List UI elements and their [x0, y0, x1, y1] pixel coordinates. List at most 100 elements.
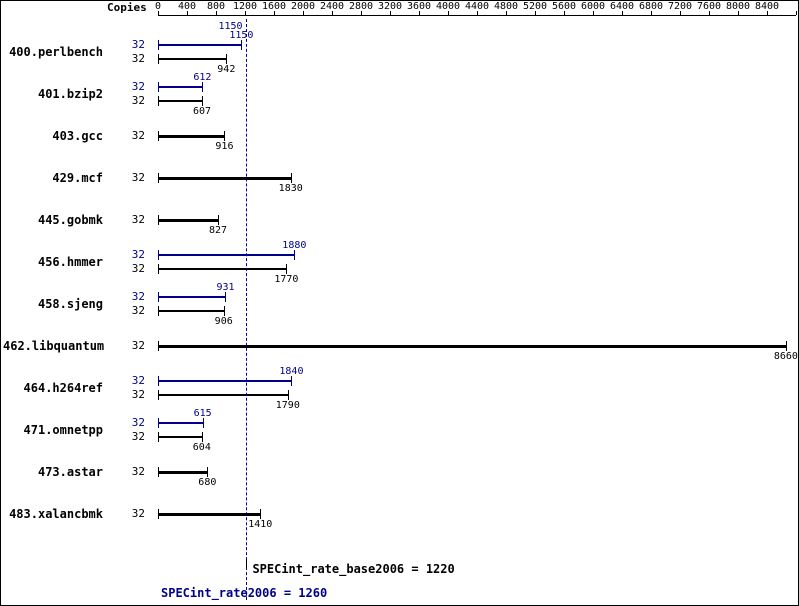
benchmark-name: 483.xalancbmk	[3, 507, 103, 521]
bar-base	[158, 268, 286, 270]
bar-cap-right	[207, 467, 208, 477]
x-tick-label: 0	[155, 1, 161, 12]
bar-base	[158, 135, 224, 138]
copies-base: 32	[125, 94, 145, 107]
benchmark-name: 464.h264ref	[3, 381, 103, 395]
x-tick-label: 1600	[262, 1, 286, 12]
bar-cap-right	[202, 82, 203, 92]
copies-header: Copies	[107, 1, 147, 14]
bar-cap-left	[158, 215, 159, 225]
copies-base: 32	[125, 430, 145, 443]
copies-base: 32	[125, 213, 145, 226]
bar-base	[158, 58, 226, 60]
x-tick-label: 5200	[523, 1, 547, 12]
value-peak: 1880	[282, 240, 306, 251]
bar-base	[158, 345, 786, 348]
value-base: 942	[217, 64, 235, 75]
bar-cap-left	[158, 264, 159, 274]
bar-base	[158, 177, 291, 180]
x-tick-label: 1200	[233, 1, 257, 12]
value-base: 604	[193, 442, 211, 453]
copies-base: 32	[125, 507, 145, 520]
bar-cap-left	[158, 54, 159, 64]
bar-cap-right	[225, 292, 226, 302]
bar-cap-left	[158, 418, 159, 428]
bar-cap-left	[158, 390, 159, 400]
bar-peak	[158, 422, 203, 424]
bar-peak	[158, 380, 291, 382]
bar-cap-left	[158, 341, 159, 351]
x-tick-label: 400	[178, 1, 196, 12]
value-base: 827	[209, 225, 227, 236]
bar-cap-right	[291, 376, 292, 386]
value-peak: 1840	[279, 366, 303, 377]
bar-peak	[158, 44, 241, 46]
value-peak: 612	[193, 72, 211, 83]
copies-base: 32	[125, 465, 145, 478]
value-base: 1790	[276, 400, 300, 411]
bar-cap-left	[158, 40, 159, 50]
footer-tick	[246, 558, 247, 568]
x-tick-label: 8000	[726, 1, 750, 12]
bar-cap-right	[260, 509, 261, 519]
benchmark-name: 400.perlbench	[3, 45, 103, 59]
copies-base: 32	[125, 388, 145, 401]
x-tick-label: 2800	[349, 1, 373, 12]
copies-peak: 32	[125, 290, 145, 303]
value-base: 607	[193, 106, 211, 117]
x-tick-label: 4000	[436, 1, 460, 12]
x-tick-label: 7200	[668, 1, 692, 12]
bar-cap-right	[226, 54, 227, 64]
x-tick-label: 5600	[552, 1, 576, 12]
spec-rate-chart: 0400800120016002000240028003200360040004…	[0, 0, 799, 606]
copies-peak: 32	[125, 80, 145, 93]
x-tick-label: 6400	[610, 1, 634, 12]
x-tick-label: 800	[207, 1, 225, 12]
bar-cap-right	[288, 390, 289, 400]
value-peak: 1150	[229, 30, 253, 41]
copies-peak: 32	[125, 416, 145, 429]
copies-base: 32	[125, 52, 145, 65]
copies-base: 32	[125, 262, 145, 275]
value-base: 1410	[248, 519, 272, 530]
value-base: 8660	[774, 351, 798, 362]
bar-cap-left	[158, 96, 159, 106]
x-tick-label: 3200	[378, 1, 402, 12]
bar-base	[158, 436, 202, 438]
copies-base: 32	[125, 339, 145, 352]
bar-cap-right	[286, 264, 287, 274]
copies-base: 32	[125, 171, 145, 184]
bar-cap-left	[158, 250, 159, 260]
benchmark-name: 401.bzip2	[3, 87, 103, 101]
benchmark-name: 445.gobmk	[3, 213, 103, 227]
x-tick-label: 6800	[639, 1, 663, 12]
bar-cap-right	[202, 432, 203, 442]
value-base: 916	[215, 141, 233, 152]
benchmark-name: 403.gcc	[3, 129, 103, 143]
bar-cap-left	[158, 131, 159, 141]
bar-base	[158, 513, 260, 516]
bar-cap-right	[218, 215, 219, 225]
x-tick-label: 2400	[320, 1, 344, 12]
bar-cap-right	[241, 40, 242, 50]
copies-base: 32	[125, 129, 145, 142]
bar-cap-left	[158, 376, 159, 386]
x-tick-label: 4400	[465, 1, 489, 12]
benchmark-name: 456.hmmer	[3, 255, 103, 269]
value-peak: 931	[216, 282, 234, 293]
x-tick	[796, 11, 797, 15]
value-base: 1770	[274, 274, 298, 285]
value-base: 906	[215, 316, 233, 327]
x-tick-label: 3600	[407, 1, 431, 12]
x-tick-label: 8400	[755, 1, 779, 12]
bar-cap-right	[786, 341, 787, 351]
value-base: 680	[198, 477, 216, 488]
x-axis-line	[158, 15, 796, 16]
bar-base	[158, 100, 202, 102]
value-base: 1830	[279, 183, 303, 194]
bar-cap-right	[224, 306, 225, 316]
bar-cap-right	[294, 250, 295, 260]
benchmark-name: 458.sjeng	[3, 297, 103, 311]
bar-cap-left	[158, 467, 159, 477]
copies-peak: 32	[125, 248, 145, 261]
